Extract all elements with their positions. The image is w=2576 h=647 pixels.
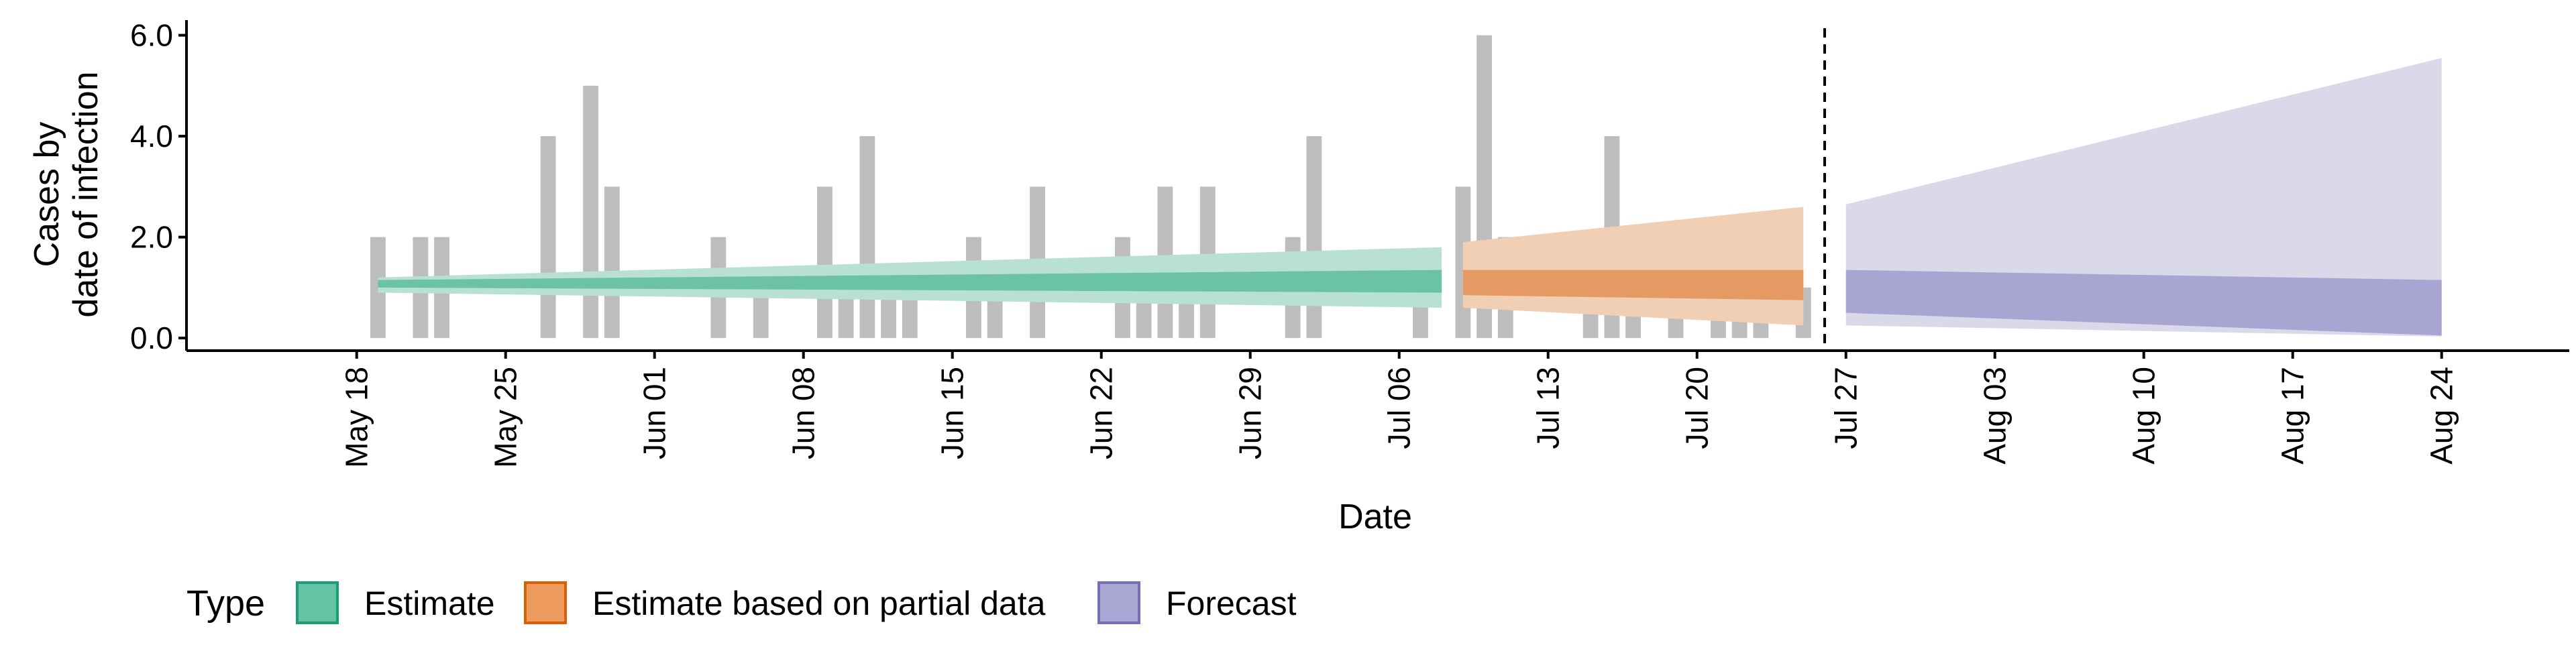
- legend: Type Estimate Estimate based on partial d…: [186, 581, 1297, 624]
- x-tick-label: Aug 17: [2275, 367, 2310, 465]
- y-axis-title: Cases by date of infection: [28, 71, 105, 317]
- y-tick-label: 2.0: [130, 220, 173, 255]
- x-tick-label: Aug 10: [2127, 367, 2161, 465]
- x-tick-label: Aug 03: [1978, 367, 2012, 465]
- legend-label: Estimate based on partial data: [592, 585, 1046, 622]
- x-tick-label: May 25: [488, 367, 523, 468]
- y-tick-label: 4.0: [130, 119, 173, 154]
- estimate-based-on-partial-data-outer-band: [1462, 207, 1804, 326]
- case-bar: [1306, 136, 1322, 339]
- estimate-based-on-partial-data-inner-band: [1462, 270, 1804, 300]
- estimate-inner-band: [378, 270, 1442, 293]
- x-tick-label: Jul 06: [1382, 367, 1417, 449]
- x-tick-label: Jul 20: [1680, 367, 1715, 449]
- x-tick-label: Jun 22: [1084, 367, 1119, 459]
- x-tick-label: Aug 24: [2424, 367, 2459, 465]
- x-tick-label: May 18: [339, 367, 374, 468]
- y-tick-label: 0.0: [130, 320, 173, 355]
- y-tick-label: 6.0: [130, 18, 173, 53]
- legend-item: Forecast: [1097, 581, 1297, 624]
- legend-label: Estimate: [364, 585, 495, 622]
- x-axis-title: Date: [1338, 497, 1412, 536]
- case-bar: [817, 186, 833, 339]
- y-axis-ticks: 0.0 2.0 4.0 6.0: [130, 18, 186, 355]
- legend-item: Estimate: [296, 581, 495, 624]
- legend-title: Type: [186, 583, 265, 624]
- legend-swatch: [1097, 581, 1140, 624]
- x-tick-label: Jun 08: [786, 367, 821, 459]
- legend-swatch: [524, 581, 567, 624]
- x-tick-label: Jun 29: [1233, 367, 1268, 459]
- x-tick-label: Jul 13: [1531, 367, 1566, 449]
- forecast-outer-band: [1845, 58, 2442, 337]
- x-tick-label: Jul 27: [1829, 367, 1864, 449]
- y-axis-title-line-1: Cases by: [28, 122, 66, 268]
- case-bar: [540, 136, 556, 339]
- x-tick-label: Jun 15: [935, 367, 970, 459]
- case-bar: [838, 287, 854, 339]
- legend-item: Estimate based on partial data: [524, 581, 1046, 624]
- case-bar: [604, 186, 620, 339]
- case-bar: [881, 287, 896, 339]
- estimate-bands: [378, 58, 2442, 337]
- y-axis-title-line-2: date of infection: [66, 71, 105, 317]
- case-bar: [753, 287, 769, 339]
- legend-swatch: [296, 581, 339, 624]
- legend-label: Forecast: [1166, 585, 1297, 622]
- x-tick-label: Jun 01: [637, 367, 672, 459]
- x-axis-ticks: May 18 May 25 Jun 01 Jun 08 Jun 15 Jun 22 Jun …: [339, 351, 2459, 468]
- case-bar: [859, 136, 875, 339]
- case-bar: [583, 85, 598, 339]
- forecast-inner-band: [1845, 270, 2442, 336]
